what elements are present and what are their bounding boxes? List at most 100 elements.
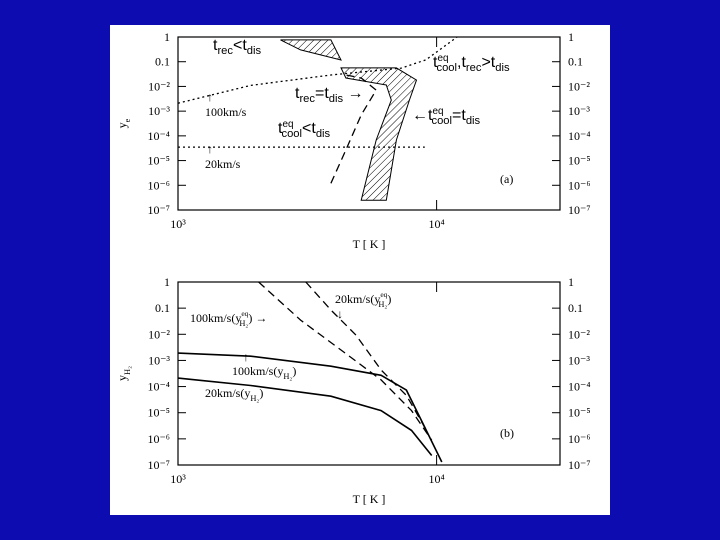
annotation: ←teq cool=tdis	[412, 106, 481, 127]
superscript: eq	[380, 290, 387, 299]
superscript: eq	[437, 53, 448, 64]
y-tick-label: 10⁻⁵	[147, 406, 170, 420]
text-part: ←t	[412, 107, 433, 124]
y-tick-label: 10⁻³	[568, 104, 590, 118]
plot-frame	[177, 36, 561, 211]
text-part: 100km/s(y	[232, 364, 283, 378]
y-tick-label: 0.1	[568, 301, 583, 315]
y-tick-label: 10⁻³	[148, 353, 170, 367]
y-tick-label: 0.1	[155, 55, 170, 69]
curve	[177, 352, 443, 463]
y-tick-label: 10⁻⁴	[568, 380, 591, 394]
y-tick-label: 10⁻⁷	[568, 458, 591, 472]
text-part: t	[433, 54, 438, 71]
text-part: 20km/s	[205, 157, 241, 171]
y-tick-label: 10⁻²	[568, 327, 590, 341]
text-part: 20km/s(y	[205, 386, 250, 400]
annotation: (a)	[500, 172, 513, 186]
text-part: ↑	[207, 142, 213, 156]
y-tick-label: 10⁻³	[148, 104, 170, 118]
curve	[258, 281, 433, 441]
subscript: rec	[217, 45, 233, 57]
subscript: H₂	[250, 394, 259, 403]
y-tick-label: 10⁻²	[148, 327, 170, 341]
annotation: teq cool<tdis	[278, 119, 331, 140]
y-tick-label: 10⁻⁵	[568, 406, 591, 420]
y-tick-label: 10⁻⁵	[568, 154, 591, 168]
y-tick-label: 1	[568, 275, 574, 289]
y-tick-label: 1	[568, 30, 574, 44]
subscript: H₂	[283, 372, 292, 381]
y-tick-label: 10⁻⁷	[147, 458, 170, 472]
text-part: 100km/s(y	[190, 311, 241, 325]
annotation: ↑	[243, 350, 249, 364]
annotation: ↓	[337, 307, 343, 321]
y-tick-label: 0.1	[155, 301, 170, 315]
text-part: <t	[302, 120, 316, 137]
y-tick-label: 10⁻⁴	[147, 129, 170, 143]
annotation: trec<tdis	[213, 37, 262, 57]
text-part: >t	[481, 54, 495, 71]
y-axis-label: yH₂	[115, 366, 132, 381]
text-part: →	[343, 85, 363, 102]
text-part: )	[259, 386, 263, 400]
annotation: (b)	[500, 426, 514, 440]
annotation: 100km/s(yH₂)	[232, 364, 296, 381]
y-tick-label: 10⁻⁷	[147, 203, 170, 217]
y-tick-label: 10⁻⁶	[568, 432, 591, 446]
annotation: trec=tdis →	[295, 85, 364, 105]
text-part: t	[213, 37, 218, 54]
subscript: dis	[247, 45, 262, 57]
subscript: cool	[436, 62, 457, 74]
text-part: )	[292, 364, 296, 378]
curve	[177, 36, 458, 104]
annotation: ↑	[207, 90, 213, 104]
annotation: ↑	[207, 142, 213, 156]
y-tick-label: 10⁻³	[568, 353, 590, 367]
panel	[110, 25, 610, 515]
text-part: ↓	[337, 307, 343, 321]
x-tick-label: 10³	[170, 472, 186, 486]
subscript: dis	[495, 62, 510, 74]
y-tick-label: 10⁻⁴	[568, 129, 591, 143]
curve	[330, 74, 378, 184]
subscript: H₂	[378, 300, 387, 309]
text-part: <t	[233, 37, 247, 54]
curve	[305, 281, 428, 431]
text-part: t	[295, 85, 300, 102]
text-part: ↑	[243, 350, 249, 364]
text-part: =t	[315, 85, 329, 102]
y-tick-label: 0.1	[568, 55, 583, 69]
superscript: eq	[282, 119, 293, 130]
subscript: dis	[466, 115, 481, 127]
subscript: dis	[329, 93, 344, 105]
subscript: e	[123, 118, 132, 122]
text-part: (b)	[500, 426, 514, 440]
y-tick-label: 10⁻²	[568, 79, 590, 93]
text-part: t	[278, 120, 283, 137]
subscript: cool	[281, 128, 302, 140]
text-part: (a)	[500, 172, 513, 186]
text-part: ↑	[207, 90, 213, 104]
y-tick-label: 10⁻⁷	[568, 203, 591, 217]
plot-frame	[177, 281, 561, 466]
annotation: 100km/s	[205, 105, 247, 119]
text-part: ) →	[248, 311, 267, 325]
y-axis-label: ye	[115, 118, 132, 128]
annotation: 20km/s(yeq H₂)	[335, 290, 391, 309]
annotation: 20km/s	[205, 157, 241, 171]
subscript: rec	[466, 62, 482, 74]
text-part: y	[115, 122, 129, 128]
subscript: cool	[431, 115, 452, 127]
text-part: 100km/s	[205, 105, 247, 119]
hatched-region	[340, 67, 418, 201]
y-tick-label: 10⁻²	[148, 79, 170, 93]
y-tick-label: 1	[164, 30, 170, 44]
superscript: eq	[241, 309, 248, 318]
annotation: 100km/s(yeq H₂) →	[190, 309, 267, 328]
x-tick-label: 10⁴	[429, 472, 445, 486]
hatched-region	[280, 39, 342, 61]
x-tick-label: 10³	[170, 217, 186, 231]
y-tick-label: 10⁻⁵	[147, 154, 170, 168]
